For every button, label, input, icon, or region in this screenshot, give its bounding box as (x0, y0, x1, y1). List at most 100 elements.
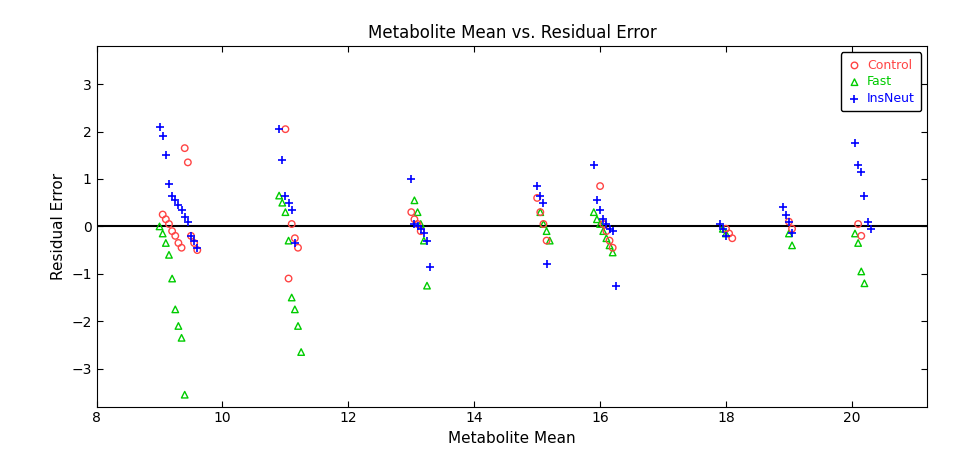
InsNeut (284, 206, 299, 213)
Fast (413, 220, 429, 228)
InsNeut (715, 225, 730, 232)
Control (539, 237, 554, 244)
InsNeut (155, 133, 170, 140)
Control (164, 227, 180, 235)
InsNeut (171, 201, 186, 209)
Fast (539, 227, 554, 235)
Fast (536, 220, 552, 228)
InsNeut (186, 237, 202, 244)
InsNeut (407, 220, 422, 228)
InsNeut (532, 192, 548, 199)
Fast (784, 242, 800, 249)
InsNeut (529, 182, 545, 190)
Fast (152, 223, 167, 230)
Fast (287, 306, 302, 313)
Fast (281, 237, 297, 244)
Control (602, 237, 617, 244)
Y-axis label: Residual Error: Residual Error (50, 173, 66, 280)
InsNeut (719, 232, 734, 240)
InsNeut (860, 218, 875, 225)
InsNeut (422, 263, 438, 270)
Fast (416, 237, 432, 244)
Control (722, 230, 737, 237)
Fast (857, 280, 872, 287)
Fast (164, 275, 180, 282)
InsNeut (189, 244, 205, 251)
Fast (167, 306, 183, 313)
Fast (284, 294, 299, 301)
Fast (589, 216, 605, 223)
Control (592, 182, 608, 190)
InsNeut (167, 197, 183, 204)
InsNeut (287, 239, 302, 247)
Control (724, 235, 740, 242)
Control (290, 244, 305, 251)
InsNeut (592, 206, 608, 213)
InsNeut (164, 192, 180, 199)
InsNeut (595, 216, 611, 223)
Fast (155, 230, 170, 237)
InsNeut (857, 192, 872, 199)
Control (158, 216, 174, 223)
Fast (592, 220, 608, 228)
Control (413, 227, 429, 235)
Control (287, 235, 302, 242)
Control (407, 216, 422, 223)
Control (410, 220, 425, 228)
InsNeut (586, 161, 602, 169)
Control (174, 244, 189, 251)
Control (167, 232, 183, 240)
InsNeut (174, 206, 189, 213)
Fast (719, 230, 734, 237)
InsNeut (539, 261, 554, 268)
Control (605, 244, 620, 251)
Control (536, 220, 552, 228)
Fast (850, 239, 866, 247)
InsNeut (277, 192, 293, 199)
Control (184, 232, 199, 240)
Control (284, 220, 299, 228)
Control (784, 225, 800, 232)
Control (277, 126, 293, 133)
X-axis label: Metabolite Mean: Metabolite Mean (448, 431, 576, 446)
InsNeut (854, 168, 869, 176)
Fast (781, 230, 797, 237)
Control (171, 239, 186, 247)
Fast (586, 208, 602, 216)
InsNeut (536, 199, 552, 207)
Fast (294, 348, 309, 356)
InsNeut (863, 225, 878, 232)
InsNeut (599, 220, 614, 228)
Control (189, 246, 205, 254)
Fast (410, 208, 425, 216)
InsNeut (152, 123, 167, 130)
InsNeut (605, 227, 620, 235)
Fast (419, 282, 435, 289)
Fast (174, 334, 189, 341)
Fast (277, 208, 293, 216)
InsNeut (158, 152, 174, 159)
InsNeut (775, 204, 790, 211)
Fast (177, 391, 192, 398)
InsNeut (413, 225, 429, 232)
Control (532, 208, 548, 216)
Fast (274, 199, 290, 207)
InsNeut (778, 211, 793, 218)
InsNeut (609, 282, 624, 289)
Fast (532, 208, 548, 216)
Control (595, 220, 611, 228)
Fast (595, 227, 611, 235)
Fast (854, 268, 869, 275)
InsNeut (712, 220, 727, 228)
Control (719, 225, 734, 232)
InsNeut (271, 126, 287, 133)
InsNeut (404, 175, 419, 182)
InsNeut (589, 197, 605, 204)
InsNeut (184, 232, 199, 240)
Control (850, 220, 866, 228)
Control (186, 239, 202, 247)
Legend: Control, Fast, InsNeut: Control, Fast, InsNeut (840, 53, 922, 111)
InsNeut (416, 230, 432, 237)
InsNeut (161, 180, 177, 188)
Fast (605, 249, 620, 256)
